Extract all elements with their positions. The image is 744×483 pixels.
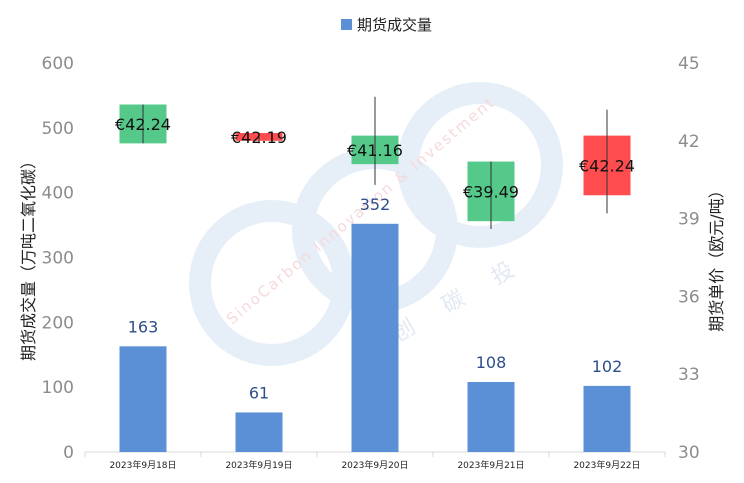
price-data-label: €42.19 (231, 128, 287, 147)
volume-labels: 163 61 352 108 102 (128, 195, 623, 403)
left-tick-label: 0 (63, 443, 74, 463)
volume-bar (119, 346, 167, 452)
left-tick-label: 500 (42, 119, 74, 139)
volume-bar (467, 381, 515, 452)
price-data-label: €42.24 (579, 156, 635, 175)
volume-bar (583, 385, 631, 452)
volume-data-label: 352 (360, 195, 391, 214)
right-tick-label: 39 (678, 210, 700, 230)
volume-bar (351, 223, 399, 452)
volume-bar (235, 412, 283, 452)
volume-bars (119, 223, 631, 452)
x-tick-label: 2023年9月21日 (457, 459, 524, 471)
x-tick-label: 2023年9月22日 (573, 459, 640, 471)
right-tick-label: 45 (678, 54, 700, 74)
right-tick-label: 33 (678, 365, 700, 385)
x-tick-label: 2023年9月20日 (341, 459, 408, 471)
volume-data-label: 108 (476, 353, 507, 372)
legend: 期货成交量 (341, 16, 432, 34)
price-data-label: €39.49 (463, 182, 519, 201)
left-axis-ticks: 0 100 200 300 400 500 600 (42, 54, 74, 463)
legend-label: 期货成交量 (357, 16, 432, 34)
x-tick-label: 2023年9月18日 (109, 459, 176, 471)
left-axis-title: 期货成交量（万吨二氧化碳） (19, 153, 38, 361)
legend-swatch (341, 19, 352, 30)
left-tick-label: 200 (42, 313, 74, 333)
volume-data-label: 61 (249, 383, 269, 402)
right-tick-label: 36 (678, 287, 700, 307)
watermark-circle-right (397, 82, 563, 248)
volume-data-label: 102 (592, 357, 623, 376)
volume-data-label: 163 (128, 317, 159, 336)
right-tick-label: 30 (678, 443, 700, 463)
left-tick-label: 300 (42, 249, 74, 269)
x-tick-label: 2023年9月19日 (225, 459, 292, 471)
right-axis-title: 期货单价（欧元/吨） (707, 182, 726, 331)
left-tick-label: 100 (42, 378, 74, 398)
price-data-label: €42.24 (115, 115, 171, 134)
price-candles (119, 96, 631, 229)
x-axis-ticks: 2023年9月18日 2023年9月19日 2023年9月20日 2023年9月21日… (84, 452, 666, 471)
left-tick-label: 600 (42, 54, 74, 74)
left-tick-label: 400 (42, 184, 74, 204)
price-labels: €42.24 €42.19 €41.16 €39.49 €42.24 (115, 115, 635, 201)
right-axis-ticks: 30 33 36 39 42 45 (678, 54, 700, 463)
price-data-label: €41.16 (347, 141, 403, 160)
right-tick-label: 42 (678, 132, 700, 152)
